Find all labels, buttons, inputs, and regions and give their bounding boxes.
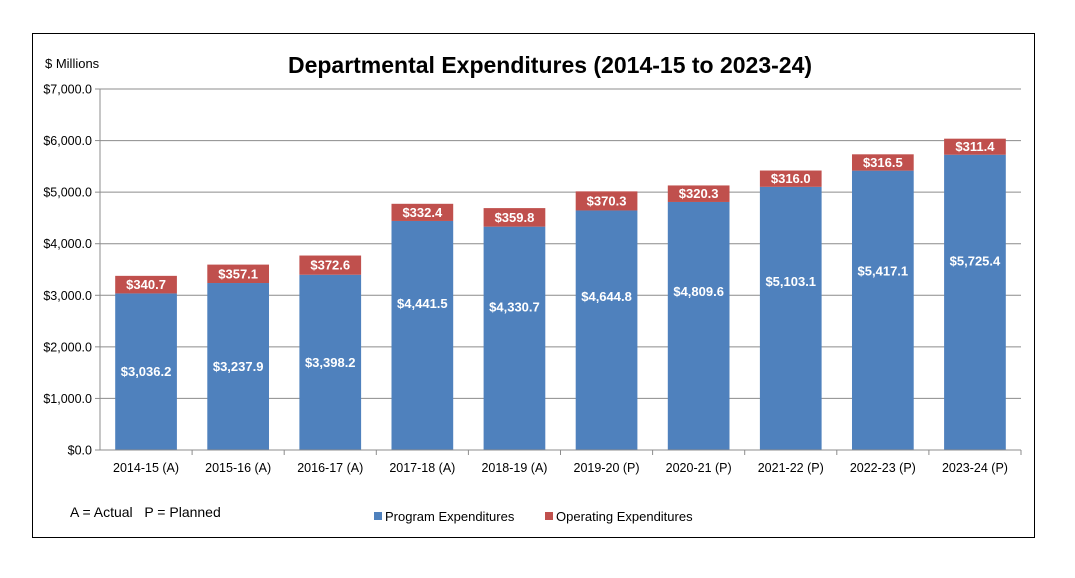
x-tick-label: 2016-17 (A) [297,461,363,475]
operating-bar [851,154,914,171]
operating-data-label: $372.6 [310,258,350,273]
program-data-label: $4,441.5 [397,296,448,311]
program-bar [391,220,454,450]
y-tick-label: $4,000.0 [43,237,92,251]
operating-bar [115,275,177,294]
x-tick-label: 2014-15 (A) [113,461,179,475]
program-data-label: $5,103.1 [765,274,816,289]
operating-bar [667,185,730,202]
program-data-label: $5,417.1 [858,264,909,279]
program-bar [944,154,1006,450]
x-tick-label: 2015-16 (A) [205,461,271,475]
x-tick-label: 2020-21 (P) [666,461,732,475]
program-bar [115,293,177,450]
program-data-label: $3,036.2 [121,364,172,379]
program-data-label: $3,237.9 [213,359,264,374]
operating-bar [207,264,270,284]
operating-bar [575,191,638,211]
operating-data-label: $357.1 [218,266,258,281]
legend-swatch-program [374,512,382,520]
x-tick-label: 2018-19 (A) [481,461,547,475]
legend-swatch-operating [545,512,553,520]
axes [95,88,1022,455]
operating-data-label: $311.4 [955,139,995,154]
program-data-label: $4,644.8 [581,289,632,304]
y-tick-label: $0.0 [68,444,92,458]
program-bar [483,226,546,450]
program-bar [851,170,914,450]
program-bar [575,210,638,450]
operating-data-label: $340.7 [126,277,166,292]
operating-data-label: $316.0 [771,171,811,186]
operating-bar [944,138,1006,155]
y-tick-label: $7,000.0 [43,83,92,97]
program-bar [207,283,270,450]
labels: $0.0 $1,000.0 $2,000.0 $3,000.0 $4,000.0 $5,0… [43,83,1008,476]
program-bar [667,201,730,450]
y-axis-label: $ Millions [45,56,100,71]
program-bar [299,274,362,450]
operating-bar [391,203,454,221]
y-tick-label: $1,000.0 [43,392,92,406]
operating-data-label: $370.3 [587,193,627,208]
y-tick-label: $3,000.0 [43,289,92,303]
legend-label-operating: Operating Expenditures [556,509,693,524]
y-tick-label: $5,000.0 [43,186,92,200]
x-tick-label: 2019-20 (P) [574,461,640,475]
operating-bar [759,170,822,187]
chart-title: Departmental Expenditures (2014-15 to 20… [288,52,812,78]
operating-bar [483,208,546,227]
y-tick-label: $2,000.0 [43,340,92,354]
legend-note: A = Actual P = Planned [70,504,221,520]
legend-label-program: Program Expenditures [385,509,515,524]
operating-data-label: $332.4 [402,205,443,220]
program-bar [759,186,822,450]
operating-bar [299,255,362,275]
x-tick-label: 2022-23 (P) [850,461,916,475]
operating-data-label: $320.3 [679,186,719,201]
program-data-label: $5,725.4 [950,254,1001,269]
x-tick-label: 2023-24 (P) [942,461,1008,475]
operating-data-label: $316.5 [863,155,903,170]
bars [115,138,1006,450]
y-tick-label: $6,000.0 [43,134,92,148]
program-data-label: $4,330.7 [489,300,540,315]
operating-data-label: $359.8 [495,210,535,225]
program-data-label: $4,809.6 [673,284,724,299]
program-data-label: $3,398.2 [305,355,356,370]
x-tick-label: 2021-22 (P) [758,461,824,475]
legend: Program Expenditures Operating Expenditur… [374,509,693,524]
x-tick-label: 2017-18 (A) [389,461,455,475]
